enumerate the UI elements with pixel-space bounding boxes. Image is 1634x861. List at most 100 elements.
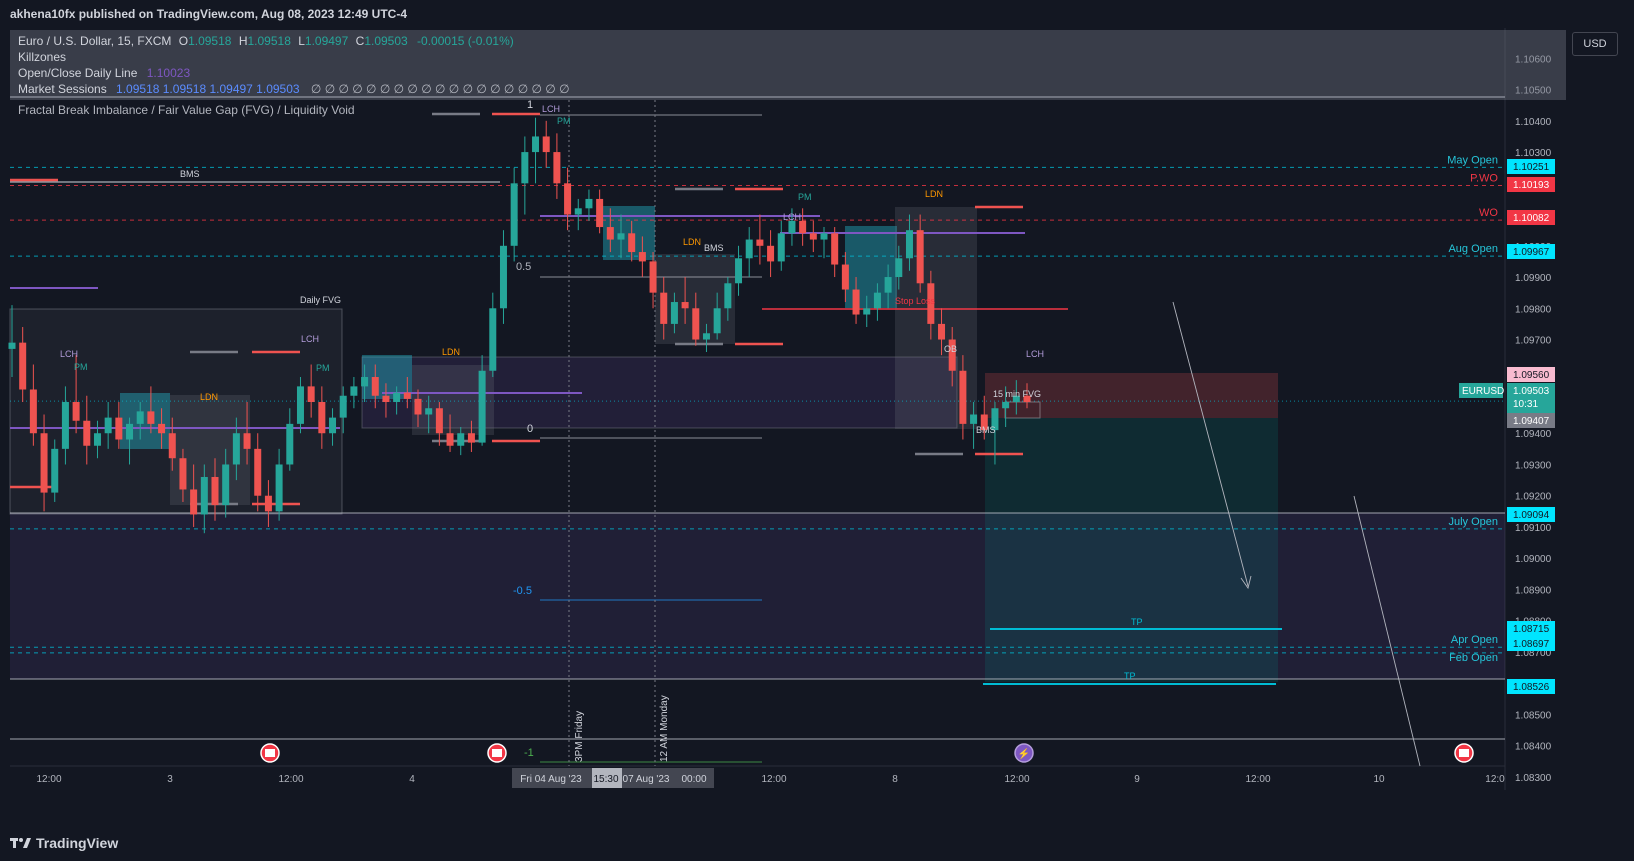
candle-body-72[interactable] <box>777 233 785 262</box>
legend-killzones[interactable]: Killzones <box>18 50 67 64</box>
candle-body-85[interactable] <box>916 230 924 284</box>
candle-body-81[interactable] <box>873 292 881 309</box>
candle-body-16[interactable] <box>179 458 187 490</box>
candle-body-18[interactable] <box>200 476 208 515</box>
price-badge-8[interactable] <box>1507 621 1555 636</box>
candle-body-62[interactable] <box>670 302 678 324</box>
price-badge-7[interactable] <box>1507 507 1555 522</box>
candle-body-76[interactable] <box>820 233 828 240</box>
lightning-event-icon[interactable] <box>1014 743 1034 763</box>
candle-body-25[interactable] <box>275 464 283 512</box>
candle-body-82[interactable] <box>884 277 892 293</box>
candle-body-78[interactable] <box>841 264 849 290</box>
candle-body-15[interactable] <box>168 433 176 459</box>
candle-body-80[interactable] <box>863 308 871 315</box>
candle-body-31[interactable] <box>339 395 347 418</box>
candle-body-90[interactable] <box>970 414 978 424</box>
legend-fvg-indicator[interactable]: Fractal Break Imbalance / Fair Value Gap… <box>18 103 355 117</box>
candle-body-74[interactable] <box>799 220 807 234</box>
candle-body-51[interactable] <box>553 152 561 184</box>
candle-body-75[interactable] <box>809 233 817 240</box>
candle-body-19[interactable] <box>211 476 219 506</box>
candle-body-87[interactable] <box>938 323 946 340</box>
candle-body-79[interactable] <box>852 289 860 315</box>
candle-body-70[interactable] <box>756 239 764 246</box>
candle-body-66[interactable] <box>713 308 721 334</box>
candle-body-23[interactable] <box>254 448 262 496</box>
candle-body-8[interactable] <box>93 433 101 446</box>
candle-body-37[interactable] <box>403 392 411 399</box>
candle-body-40[interactable] <box>435 408 443 434</box>
candle-body-0[interactable] <box>8 342 16 349</box>
candle-body-53[interactable] <box>574 208 582 215</box>
candle-body-58[interactable] <box>628 233 636 253</box>
legend-daily-line-row[interactable]: Open/Close Daily Line 1.10023 <box>18 66 190 80</box>
candle-body-34[interactable] <box>371 377 379 396</box>
candle-body-73[interactable] <box>788 220 796 234</box>
candle-body-35[interactable] <box>382 395 390 402</box>
price-badge-10[interactable] <box>1507 679 1555 694</box>
candle-body-4[interactable] <box>51 448 59 493</box>
candle-body-84[interactable] <box>905 230 913 259</box>
candle-body-32[interactable] <box>350 386 358 396</box>
candle-body-11[interactable] <box>126 423 134 440</box>
candle-body-83[interactable] <box>895 258 903 278</box>
candle-body-20[interactable] <box>222 464 230 506</box>
candle-body-45[interactable] <box>489 308 497 371</box>
candle-body-12[interactable] <box>136 411 144 424</box>
candle-body-38[interactable] <box>414 398 422 415</box>
candle-body-41[interactable] <box>446 433 454 446</box>
candle-body-67[interactable] <box>724 283 732 309</box>
candle-body-1[interactable] <box>19 342 27 390</box>
candle-body-56[interactable] <box>606 227 614 240</box>
candle-body-44[interactable] <box>478 370 486 443</box>
candle-body-29[interactable] <box>318 402 326 434</box>
legend-sessions-row[interactable]: Market Sessions 1.09518 1.09518 1.09497 … <box>18 82 570 96</box>
candle-body-9[interactable] <box>104 417 112 434</box>
candle-body-21[interactable] <box>232 433 240 465</box>
candle-body-59[interactable] <box>638 252 646 262</box>
candle-body-69[interactable] <box>745 239 753 259</box>
candle-body-60[interactable] <box>649 261 657 293</box>
candle-body-92[interactable] <box>991 408 999 431</box>
candle-body-26[interactable] <box>286 423 294 465</box>
candle-body-49[interactable] <box>532 136 540 153</box>
candle-body-48[interactable] <box>521 152 529 184</box>
candle-body-89[interactable] <box>959 370 967 424</box>
candle-body-57[interactable] <box>617 233 625 240</box>
price-badge-6[interactable] <box>1507 413 1555 428</box>
candle-body-2[interactable] <box>29 389 37 434</box>
candle-body-52[interactable] <box>564 183 572 215</box>
candle-body-13[interactable] <box>147 411 155 424</box>
price-badge-9[interactable] <box>1507 636 1555 651</box>
candle-body-27[interactable] <box>296 386 304 424</box>
candle-body-33[interactable] <box>361 377 369 387</box>
candle-body-91[interactable] <box>980 414 988 431</box>
candle-body-10[interactable] <box>115 417 123 440</box>
candle-body-68[interactable] <box>735 258 743 284</box>
candle-body-65[interactable] <box>702 333 710 340</box>
candle-body-61[interactable] <box>660 292 668 324</box>
candle-body-47[interactable] <box>510 183 518 246</box>
candle-body-95[interactable] <box>1023 395 1031 402</box>
candle-body-39[interactable] <box>425 408 433 415</box>
candle-body-71[interactable] <box>767 245 775 262</box>
candle-body-14[interactable] <box>158 423 166 434</box>
candle-body-3[interactable] <box>40 433 48 493</box>
price-badge-3[interactable] <box>1507 244 1555 259</box>
candle-body-24[interactable] <box>264 495 272 512</box>
candle-body-55[interactable] <box>596 198 604 228</box>
candle-body-6[interactable] <box>72 402 80 421</box>
candle-body-54[interactable] <box>585 198 593 209</box>
candle-body-93[interactable] <box>1002 402 1010 409</box>
candle-body-77[interactable] <box>831 233 839 265</box>
candle-body-64[interactable] <box>692 308 700 340</box>
candle-body-86[interactable] <box>927 283 935 324</box>
price-badge-4[interactable] <box>1507 367 1555 382</box>
candle-body-17[interactable] <box>190 489 198 515</box>
candle-body-88[interactable] <box>948 339 956 371</box>
tradingview-logo[interactable]: TradingView <box>10 835 118 851</box>
currency-button[interactable]: USD <box>1572 32 1618 56</box>
candle-body-42[interactable] <box>457 433 465 446</box>
